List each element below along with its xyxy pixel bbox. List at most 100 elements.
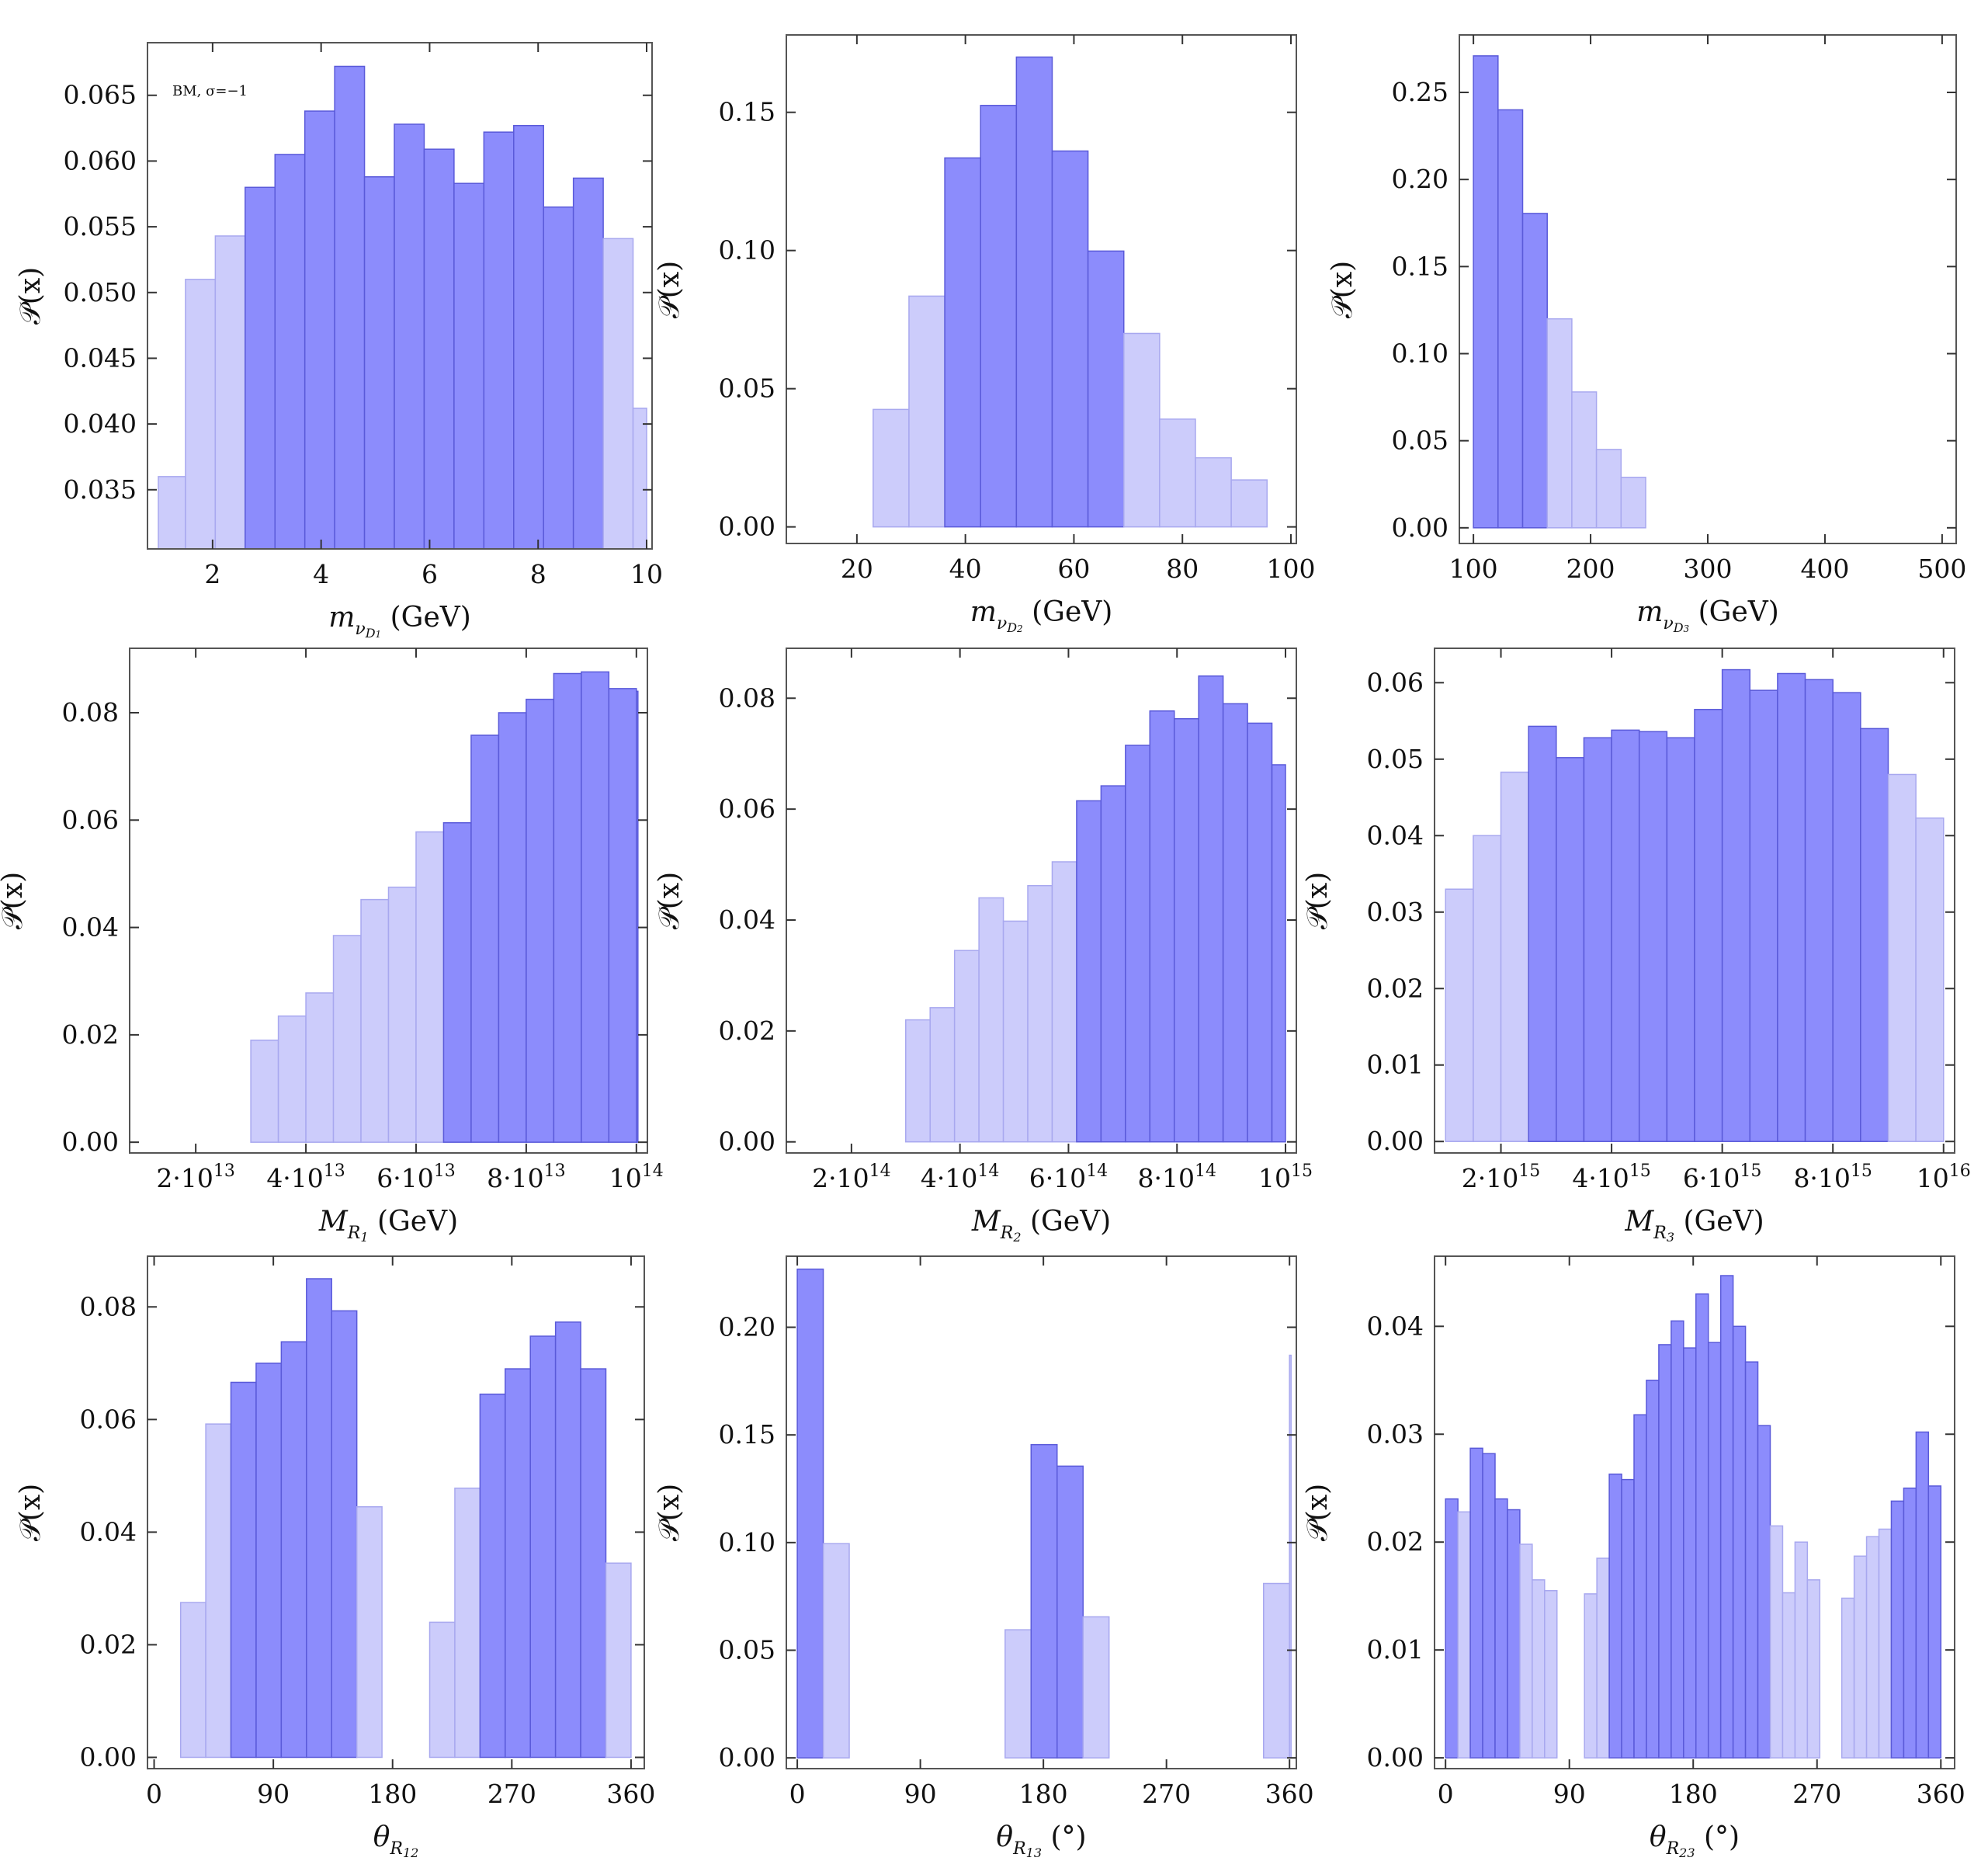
histogram-bar-p4-2 [305, 992, 335, 1143]
histogram-bar-p6-7 [1638, 731, 1668, 1142]
histogram-bar-p1-5 [304, 110, 335, 549]
x-tick-label: 20 [841, 554, 873, 584]
histogram-bar-p6-6 [1611, 729, 1640, 1142]
histogram-bar-p6-5 [1583, 737, 1612, 1142]
histogram-bar-p7-10 [479, 1393, 506, 1759]
plot-frame-p7 [147, 1255, 645, 1769]
histogram-bar-p9-19 [1707, 1342, 1722, 1759]
x-tick-label: 300 [1684, 554, 1733, 584]
histogram-bar-p1-13 [543, 206, 574, 549]
histogram-bar-p4-7 [442, 821, 472, 1143]
histogram-bar-p3-3 [1546, 318, 1573, 529]
histogram-bar-p6-11 [1749, 689, 1778, 1142]
plot-frame-p8 [786, 1255, 1297, 1769]
histogram-bar-p5-14 [1247, 722, 1273, 1143]
histogram-bar-p6-15 [1860, 727, 1889, 1142]
histogram-bar-p9-14 [1646, 1380, 1660, 1759]
x-tick-label: 360 [1265, 1779, 1314, 1809]
histogram-bar-p4-3 [332, 935, 362, 1143]
y-tick-label: 0.040 [64, 408, 137, 439]
histogram-bar-p7-2 [230, 1381, 257, 1759]
histogram-bar-p9-8 [1544, 1589, 1558, 1759]
x-tick-label: 80 [1166, 554, 1199, 584]
y-tick-label: 0.00 [62, 1127, 119, 1157]
x-tick-label: 360 [1917, 1779, 1965, 1809]
histogram-bar-p5-15 [1271, 764, 1286, 1143]
y-tick-label: 0.065 [64, 80, 137, 110]
x-tick-label: 180 [368, 1779, 417, 1809]
histogram-bar-p4-6 [415, 831, 445, 1143]
x-tick-label: 100 [1449, 554, 1498, 584]
histogram-bar-p1-15 [602, 238, 634, 549]
y-tick-label: 0.00 [719, 1127, 775, 1157]
histogram-bar-p9-13 [1633, 1414, 1647, 1759]
histogram-bar-p9-18 [1695, 1293, 1709, 1759]
x-tick-label: 2·1015 [1462, 1161, 1540, 1193]
x-axis-label: θR12 [373, 1821, 419, 1860]
histogram-bar-p9-22 [1744, 1361, 1759, 1759]
histogram-bar-p1-3 [245, 186, 276, 549]
histogram-bar-p9-9 [1584, 1593, 1598, 1759]
histogram-bar-p7-14 [580, 1368, 607, 1759]
histogram-bar-p1-0 [158, 476, 186, 549]
annotation-label: BM, σ=−1 [172, 83, 248, 99]
y-tick-label: 0.25 [1392, 77, 1448, 107]
y-tick-label: 0.05 [719, 373, 775, 404]
x-tick-label: 500 [1917, 554, 1966, 584]
histogram-bar-p8-0 [796, 1268, 824, 1759]
x-axis-label: mνD3 (GeV) [1636, 596, 1779, 635]
histogram-bar-p5-10 [1149, 710, 1175, 1143]
y-tick-label: 0.06 [1367, 667, 1424, 697]
histogram-bar-p8-2 [1004, 1629, 1032, 1759]
y-axis-label: 𝒫(x) [15, 266, 47, 325]
histogram-bar-p4-4 [360, 898, 390, 1143]
y-tick-label: 0.08 [719, 682, 775, 713]
histogram-bar-p6-10 [1721, 668, 1751, 1142]
y-tick-label: 0.03 [1367, 897, 1424, 927]
x-tick-label: 180 [1669, 1779, 1718, 1809]
histogram-bar-p5-6 [1051, 861, 1077, 1143]
histogram-bar-p2-7 [1122, 332, 1161, 528]
y-tick-label: 0.02 [1367, 973, 1424, 1003]
x-tick-label: 6 [422, 559, 438, 589]
y-tick-label: 0.00 [719, 512, 775, 542]
histogram-bar-p8-3 [1030, 1443, 1058, 1759]
y-tick-label: 0.055 [64, 211, 137, 241]
histogram-bar-p9-11 [1608, 1473, 1622, 1759]
histogram-bar-p7-0 [179, 1602, 206, 1759]
y-tick-label: 0.05 [1367, 744, 1424, 774]
histogram-bar-p5-2 [953, 950, 980, 1143]
histogram-bar-p7-7 [356, 1505, 383, 1759]
histogram-bar-p9-2 [1469, 1447, 1483, 1759]
histogram-bar-p2-9 [1195, 457, 1232, 528]
histogram-bar-p9-35 [1927, 1485, 1942, 1759]
histogram-bar-p9-5 [1507, 1509, 1521, 1759]
x-tick-label: 60 [1057, 554, 1090, 584]
x-tick-label: 270 [1142, 1779, 1191, 1809]
x-tick-label: 2·1014 [812, 1161, 890, 1193]
histogram-bar-p6-13 [1804, 679, 1834, 1142]
x-tick-label: 360 [606, 1779, 655, 1809]
histogram-bar-p7-12 [529, 1335, 557, 1759]
y-tick-label: 0.06 [62, 804, 119, 835]
histogram-bar-p1-8 [394, 123, 425, 549]
plot-frame-p3 [1459, 34, 1957, 544]
histogram-bar-p4-11 [553, 672, 582, 1143]
histogram-bar-p1-4 [274, 154, 306, 549]
plot-frame-p6 [1434, 648, 1955, 1154]
x-tick-label: 6·1013 [376, 1161, 455, 1193]
x-tick-label: 400 [1800, 554, 1849, 584]
histogram-bar-p7-8 [428, 1621, 456, 1759]
histogram-bar-p9-30 [1865, 1536, 1880, 1759]
histogram-bar-p6-0 [1445, 888, 1474, 1142]
y-tick-label: 0.10 [719, 235, 775, 266]
y-tick-label: 0.00 [80, 1741, 137, 1772]
histogram-bar-p5-1 [929, 1007, 956, 1143]
histogram-bar-p9-29 [1853, 1555, 1868, 1759]
x-tick-label: 100 [1267, 554, 1316, 584]
